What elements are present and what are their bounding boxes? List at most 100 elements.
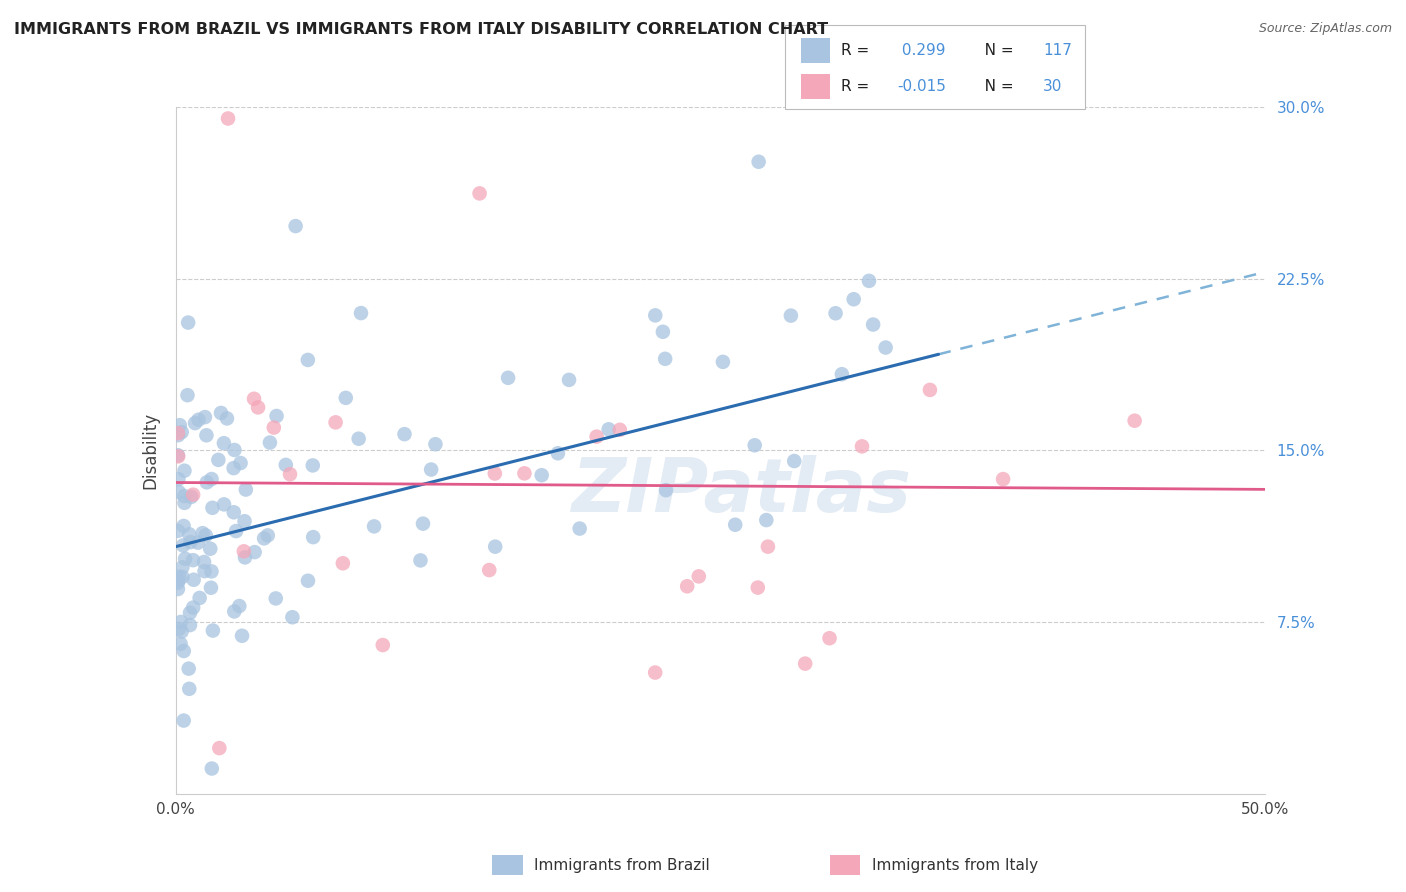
Point [711, 355, 734, 369]
Point [194, 528, 217, 542]
Point [173, 644, 195, 658]
Point [688, 569, 710, 583]
Point [350, 306, 373, 320]
Text: Immigrants from Italy: Immigrants from Italy [872, 858, 1038, 872]
Point [200, 472, 222, 486]
Point [991, 472, 1014, 486]
Point [568, 522, 591, 536]
Point [278, 467, 301, 482]
Point [301, 458, 323, 473]
Point [232, 544, 254, 558]
Point [167, 575, 190, 590]
Point [496, 371, 519, 385]
Point [425, 437, 447, 451]
Point [530, 468, 553, 483]
Point [167, 472, 190, 486]
Point [851, 439, 873, 453]
Point [167, 426, 190, 441]
Point [274, 458, 297, 472]
Point [284, 219, 307, 233]
Point [243, 392, 266, 406]
Point [325, 415, 347, 429]
Point [222, 461, 245, 475]
Point [195, 428, 218, 442]
Point [655, 483, 678, 498]
Point [297, 353, 319, 368]
Point [170, 615, 193, 629]
Point [598, 422, 620, 436]
Point [231, 629, 253, 643]
Text: -0.015: -0.015 [897, 79, 946, 95]
Point [259, 435, 281, 450]
Point [194, 410, 217, 425]
Point [676, 579, 699, 593]
Point [201, 762, 224, 776]
Point [858, 274, 880, 288]
Point [1123, 414, 1146, 428]
Point [184, 416, 207, 430]
Point [174, 551, 197, 566]
Point [394, 427, 416, 442]
Point [200, 541, 222, 556]
Point [172, 538, 194, 552]
Point [169, 637, 191, 651]
Point [780, 309, 803, 323]
Point [209, 406, 232, 420]
Point [169, 570, 191, 584]
Point [179, 606, 201, 620]
Point [585, 430, 607, 444]
Point [225, 524, 247, 538]
Bar [830, 855, 860, 875]
Point [179, 527, 201, 541]
Point [176, 388, 198, 402]
Point [224, 442, 246, 457]
Point [484, 540, 506, 554]
Point [724, 517, 747, 532]
Point [183, 573, 205, 587]
Text: 117: 117 [1043, 44, 1073, 58]
Point [609, 423, 631, 437]
Point [187, 535, 209, 549]
Point [332, 556, 354, 570]
Point [170, 624, 193, 639]
Point [179, 618, 201, 632]
Point [651, 325, 673, 339]
Point [195, 475, 218, 490]
Point [302, 530, 325, 544]
Point [179, 681, 201, 696]
Point [167, 448, 190, 462]
Bar [801, 75, 830, 100]
Point [188, 591, 211, 605]
Point [748, 154, 770, 169]
Point [862, 318, 884, 332]
Point [177, 662, 200, 676]
Point [363, 519, 385, 533]
Point [831, 368, 853, 382]
Point [201, 500, 224, 515]
Point [818, 631, 841, 645]
Point [173, 714, 195, 728]
Point [468, 186, 491, 201]
Point [824, 306, 846, 320]
Text: N =: N = [970, 44, 1018, 58]
Point [170, 425, 193, 439]
Point [755, 513, 778, 527]
Point [243, 545, 266, 559]
Point [263, 420, 285, 434]
Point [181, 488, 204, 502]
Text: ZIPatlas: ZIPatlas [572, 455, 912, 528]
Text: Immigrants from Brazil: Immigrants from Brazil [534, 858, 710, 872]
Point [181, 600, 204, 615]
Point [172, 560, 194, 574]
Point [222, 505, 245, 519]
Point [918, 383, 941, 397]
Point [644, 309, 666, 323]
Text: R =: R = [841, 44, 875, 58]
Point [794, 657, 817, 671]
Point [212, 497, 235, 511]
Point [654, 351, 676, 366]
Point [172, 570, 194, 584]
Point [179, 535, 201, 549]
Text: 0.299: 0.299 [897, 44, 945, 58]
Point [558, 373, 581, 387]
